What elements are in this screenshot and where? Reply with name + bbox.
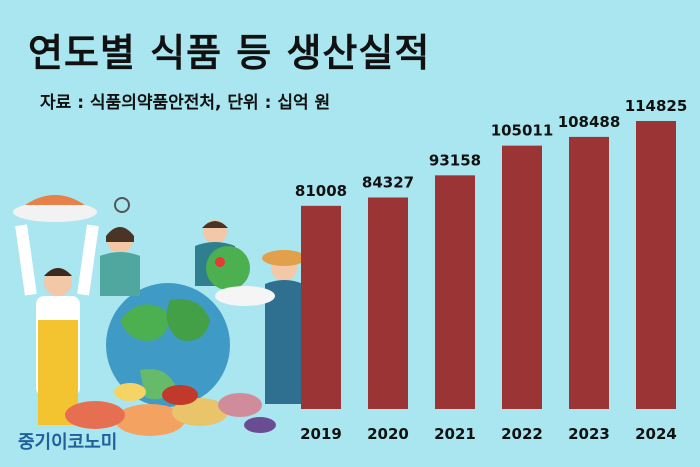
data-label-2022: 105011 (491, 122, 554, 140)
data-label-2021: 93158 (429, 151, 481, 169)
x-tick-2022: 2022 (501, 425, 543, 443)
person-chef-icon (13, 195, 99, 425)
bar-2022 (502, 145, 542, 410)
person-woman-icon (215, 250, 306, 404)
bar-2021 (435, 175, 475, 409)
x-tick-2020: 2020 (367, 425, 409, 443)
bar-2023 (569, 136, 609, 410)
bar-2020 (368, 197, 408, 409)
x-tick-2023: 2023 (568, 425, 610, 443)
data-label-2020: 84327 (362, 173, 414, 191)
person-researcher-icon (100, 197, 140, 296)
x-tick-2024: 2024 (635, 425, 677, 443)
watermark-logo: 중기이코노미 (18, 432, 118, 453)
food-pile-icon (65, 383, 276, 436)
chart-title: 연도별 식품 등 생산실적 (28, 31, 431, 75)
source-note: 자료 : 식품의약품안전처, 단위 : 십억 원 (40, 93, 331, 113)
data-label-2019: 81008 (295, 182, 347, 200)
x-tick-2021: 2021 (434, 425, 476, 443)
bar-2024 (636, 121, 676, 409)
bar-2019 (301, 205, 341, 409)
person-farmer-icon (195, 220, 250, 290)
data-label-2024: 114825 (625, 97, 688, 115)
x-tick-2019: 2019 (300, 425, 342, 443)
data-label-2023: 108488 (558, 113, 621, 131)
